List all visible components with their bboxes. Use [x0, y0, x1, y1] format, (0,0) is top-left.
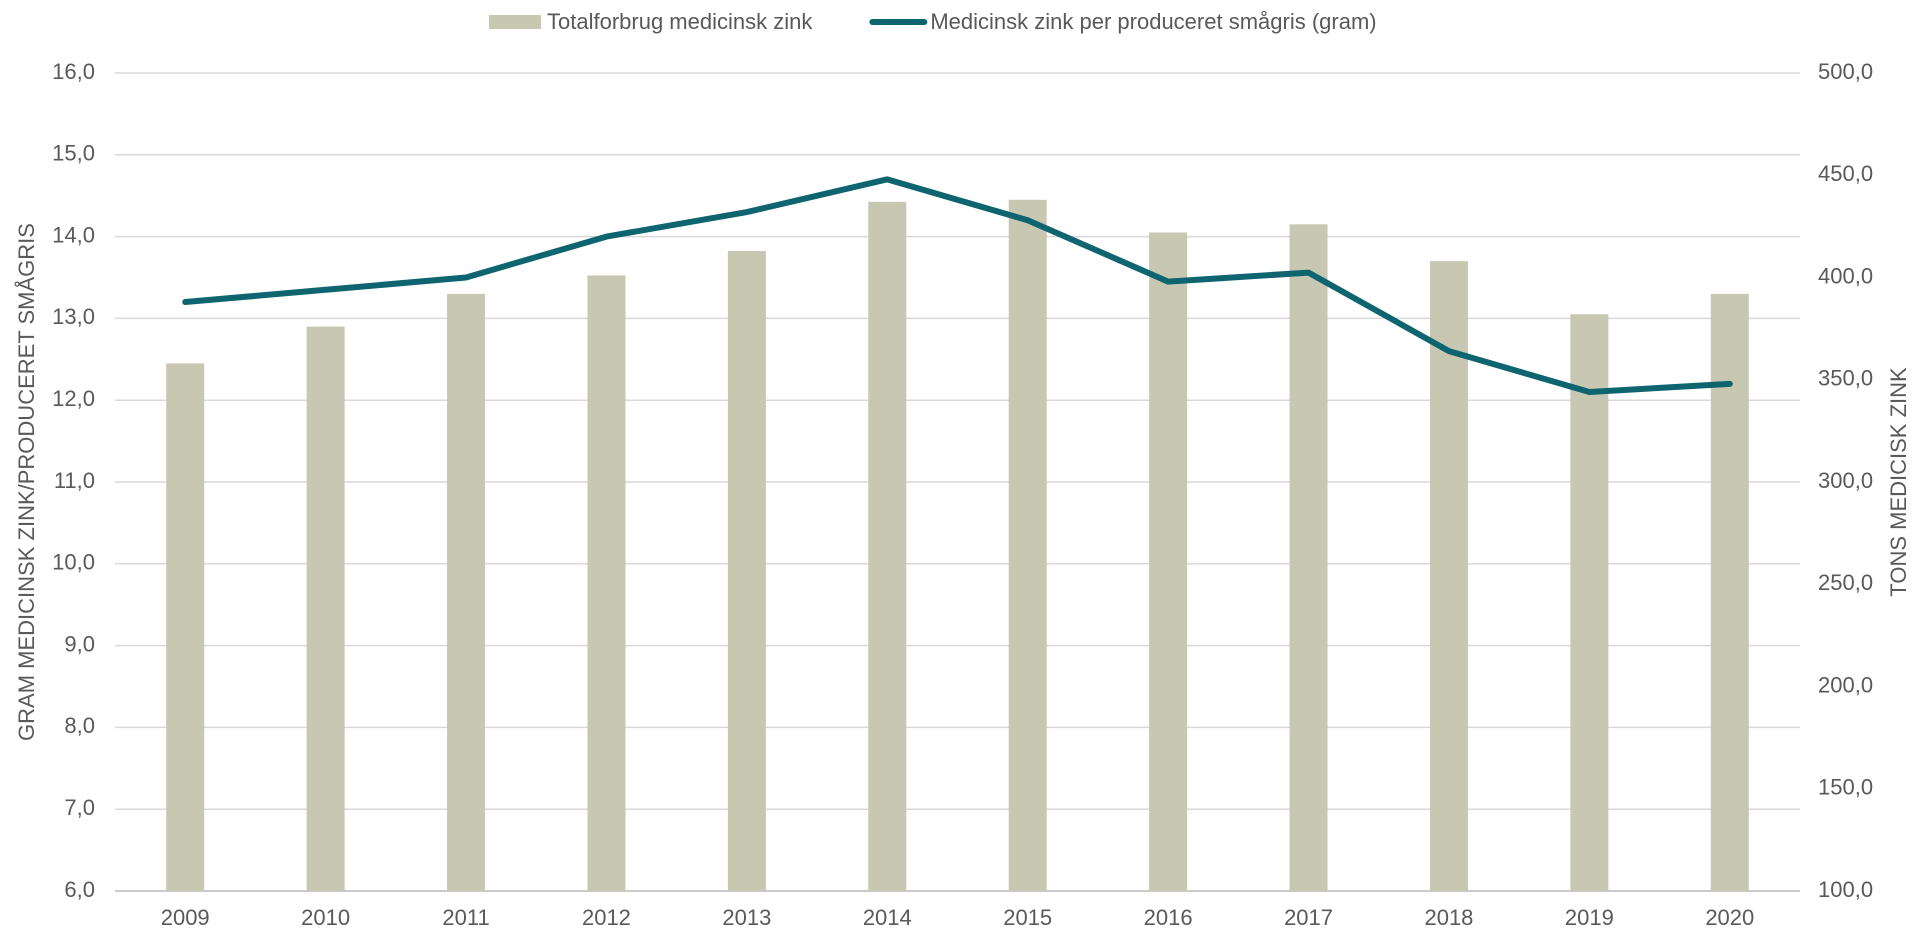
- x-tick-label: 2016: [1144, 905, 1193, 930]
- x-tick-label: 2018: [1424, 905, 1473, 930]
- bar: [1710, 293, 1749, 891]
- bar: [587, 275, 626, 892]
- bar: [166, 363, 205, 891]
- y-tick-label: 7,0: [64, 795, 95, 820]
- bar: [1008, 199, 1047, 892]
- y2-tick-label: 400,0: [1818, 263, 1873, 288]
- legend-swatch: [489, 15, 541, 29]
- legend-label: Medicinsk zink per produceret smågris (g…: [930, 9, 1376, 34]
- bar: [1289, 224, 1328, 891]
- y2-tick-label: 150,0: [1818, 775, 1873, 800]
- y2-axis-title: TONS MEDICISK ZINK: [1886, 367, 1911, 597]
- x-tick-label: 2009: [161, 905, 210, 930]
- bar: [1570, 314, 1609, 891]
- y2-tick-label: 100,0: [1818, 877, 1873, 902]
- x-tick-label: 2015: [1003, 905, 1052, 930]
- y2-tick-label: 500,0: [1818, 59, 1873, 84]
- y-tick-label: 12,0: [52, 386, 95, 411]
- x-tick-label: 2013: [722, 905, 771, 930]
- y2-tick-label: 450,0: [1818, 161, 1873, 186]
- x-tick-label: 2010: [301, 905, 350, 930]
- y-tick-label: 14,0: [52, 222, 95, 247]
- x-tick-label: 2020: [1705, 905, 1754, 930]
- bar: [868, 201, 907, 891]
- x-tick-label: 2011: [442, 905, 489, 930]
- y2-tick-label: 200,0: [1818, 672, 1873, 697]
- bar: [1429, 261, 1468, 891]
- bar: [306, 326, 345, 892]
- bar: [1149, 232, 1188, 891]
- y-tick-label: 8,0: [64, 713, 95, 738]
- x-tick-label: 2012: [582, 905, 631, 930]
- y2-tick-label: 300,0: [1818, 468, 1873, 493]
- y-tick-label: 9,0: [64, 631, 95, 656]
- legend-label: Totalforbrug medicinsk zink: [547, 9, 813, 34]
- x-tick-label: 2014: [863, 905, 912, 930]
- y-tick-label: 11,0: [54, 468, 95, 493]
- y-tick-label: 13,0: [52, 304, 95, 329]
- y2-tick-label: 250,0: [1818, 570, 1873, 595]
- x-tick-label: 2017: [1284, 905, 1333, 930]
- y-tick-label: 15,0: [52, 141, 95, 166]
- bar: [447, 293, 486, 891]
- y2-tick-label: 350,0: [1818, 366, 1873, 391]
- y-tick-label: 16,0: [52, 59, 95, 84]
- y-tick-label: 6,0: [64, 877, 95, 902]
- line: [182, 176, 1733, 396]
- y-axis-title: GRAM MEDICINSK ZINK/PRODUCERET SMÅGRIS: [14, 223, 39, 741]
- x-tick-label: 2019: [1565, 905, 1614, 930]
- y-tick-label: 10,0: [52, 550, 95, 575]
- bar: [727, 250, 766, 892]
